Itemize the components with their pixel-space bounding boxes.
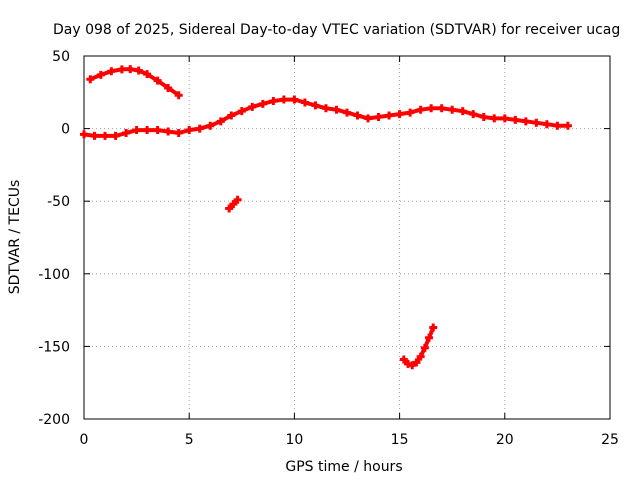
data-point: [479, 112, 488, 121]
data-point: [427, 104, 436, 113]
data-point: [216, 117, 225, 126]
data-point: [490, 114, 499, 123]
data-point: [385, 111, 394, 120]
data-point: [429, 323, 438, 332]
data-point: [412, 358, 421, 367]
y-tick-label: 50: [52, 49, 70, 65]
data-point: [420, 343, 429, 352]
data-point: [174, 91, 183, 100]
data-point: [542, 120, 551, 129]
plot-frame: [83, 55, 611, 420]
data-point: [143, 70, 152, 79]
data-point: [107, 67, 116, 76]
data-point: [153, 126, 162, 135]
y-tick-label: -100: [38, 267, 70, 283]
y-tick-label: -200: [38, 412, 70, 428]
data-point: [101, 131, 110, 140]
data-point: [143, 126, 152, 135]
y-axis-label: SDTVAR / TECUs: [7, 180, 23, 295]
data-point: [563, 121, 572, 130]
data-point: [500, 114, 509, 123]
data-point: [195, 124, 204, 133]
data-point: [469, 110, 478, 119]
data-point: [258, 99, 267, 108]
x-tick-label: 25: [601, 432, 619, 448]
data-point: [364, 114, 373, 123]
data-point: [532, 118, 541, 127]
series-group: [225, 195, 242, 213]
data-point: [395, 110, 404, 119]
y-tick-label: -50: [47, 194, 70, 210]
data-point: [408, 361, 417, 370]
data-point: [225, 204, 234, 213]
data-point: [448, 105, 457, 114]
data-point: [300, 98, 309, 107]
series-layer: [80, 65, 572, 370]
y-tick-label: -150: [38, 339, 70, 355]
data-point: [117, 65, 126, 74]
data-point: [229, 200, 238, 209]
data-point: [416, 105, 425, 114]
data-point: [511, 115, 520, 124]
data-point: [437, 104, 446, 113]
data-point: [233, 195, 242, 204]
data-point: [343, 108, 351, 117]
data-point: [80, 130, 88, 139]
data-point: [311, 101, 320, 110]
data-point: [374, 112, 383, 121]
data-point: [134, 66, 143, 75]
x-tick-label: 10: [285, 432, 303, 448]
data-point: [185, 126, 194, 135]
data-point: [332, 105, 341, 114]
data-point: [132, 126, 141, 135]
data-point: [425, 333, 434, 342]
x-axis-label: GPS time / hours: [285, 459, 402, 475]
data-point: [553, 121, 562, 130]
data-point: [111, 131, 120, 140]
data-point: [96, 70, 105, 79]
data-point: [406, 108, 415, 117]
data-point: [521, 117, 530, 126]
series-line: [88, 67, 181, 98]
data-point: [248, 102, 257, 111]
data-point: [126, 65, 135, 74]
series-group: [399, 323, 438, 370]
data-point: [164, 83, 173, 92]
data-point: [122, 128, 131, 137]
data-point: [279, 95, 288, 104]
data-point: [416, 352, 425, 361]
data-point: [399, 355, 408, 364]
data-point: [206, 121, 215, 130]
chart-title: Day 098 of 2025, Sidereal Day-to-day VTE…: [53, 22, 620, 38]
data-point: [153, 76, 162, 85]
data-point: [321, 104, 330, 113]
data-point: [269, 97, 278, 106]
x-tick-label: 20: [496, 432, 514, 448]
data-point: [290, 95, 299, 104]
data-point: [86, 75, 95, 84]
data-point: [174, 128, 183, 137]
axis-ticks: 0 5 10 15 20 25 -200 -150 -100 -50 0 50: [38, 49, 619, 448]
x-tick-label: 15: [391, 432, 409, 448]
x-tick-label: 0: [80, 432, 89, 448]
series-group: [86, 65, 183, 100]
data-point: [164, 127, 173, 136]
x-tick-label: 5: [185, 432, 194, 448]
series-group: [80, 95, 572, 140]
data-point: [227, 111, 236, 120]
data-point: [90, 131, 99, 140]
data-point: [353, 111, 362, 120]
data-point: [237, 107, 246, 116]
data-point: [458, 107, 467, 116]
y-tick-label: 0: [61, 122, 70, 138]
